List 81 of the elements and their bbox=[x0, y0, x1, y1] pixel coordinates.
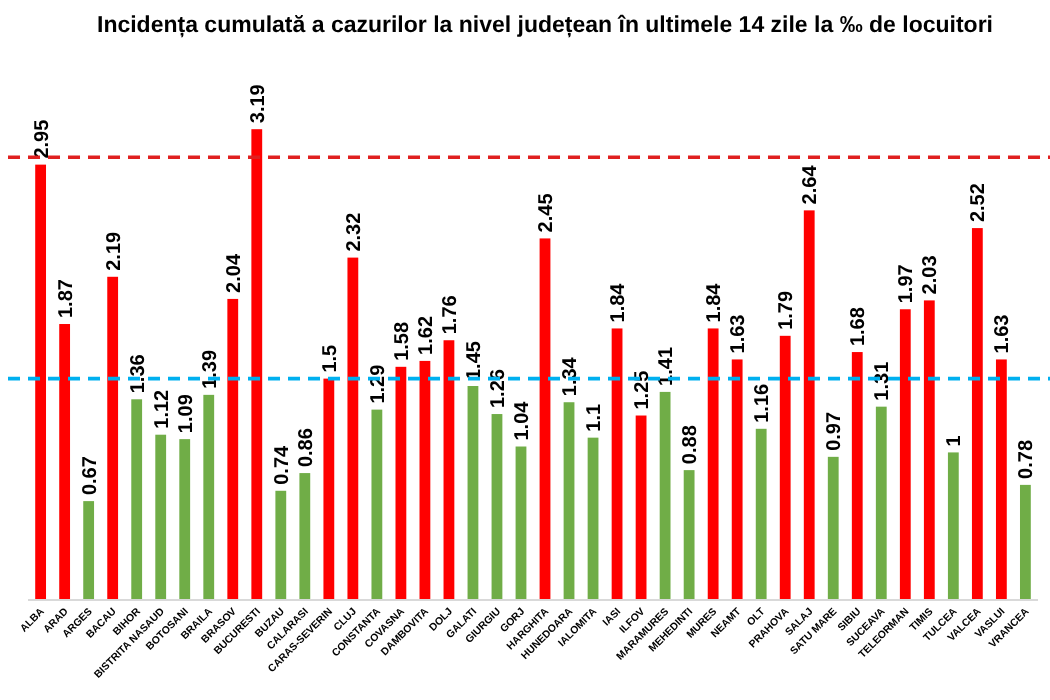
data-label: 1.12 bbox=[151, 388, 174, 429]
bar bbox=[443, 340, 455, 600]
bar bbox=[827, 456, 839, 600]
data-label: 1.45 bbox=[463, 340, 486, 380]
bar bbox=[779, 335, 791, 600]
data-label: 0.67 bbox=[79, 455, 102, 496]
data-label: 1.1 bbox=[584, 402, 607, 432]
bar bbox=[203, 394, 215, 600]
data-label: 2.64 bbox=[800, 164, 823, 205]
data-label: 1.84 bbox=[608, 282, 631, 323]
data-label: 1.09 bbox=[175, 393, 198, 434]
data-label: 1.34 bbox=[560, 356, 583, 397]
bar bbox=[131, 399, 143, 600]
data-label: 1.76 bbox=[439, 294, 462, 335]
data-label: 0.74 bbox=[271, 444, 294, 485]
data-label: 1 bbox=[944, 434, 967, 447]
bar bbox=[611, 328, 623, 600]
bar bbox=[467, 386, 479, 600]
bar bbox=[803, 210, 815, 600]
bar bbox=[539, 238, 551, 600]
chart-title: Incidența cumulată a cazurilor la nivel județean în ultimele 14 zile la ‰ de locuitori bbox=[97, 14, 993, 38]
data-label: 1.87 bbox=[55, 278, 78, 319]
bar bbox=[635, 415, 647, 600]
bar bbox=[227, 298, 239, 600]
bar bbox=[707, 328, 719, 600]
data-label: 2.04 bbox=[223, 253, 246, 293]
bar bbox=[347, 257, 359, 600]
data-label: 0.97 bbox=[824, 411, 847, 451]
bar bbox=[323, 378, 335, 600]
bar bbox=[563, 402, 575, 600]
data-label: 1.84 bbox=[704, 282, 727, 323]
data-label: 1.62 bbox=[415, 315, 438, 355]
bar bbox=[179, 439, 191, 600]
bar bbox=[923, 300, 935, 600]
data-label: 1.68 bbox=[848, 306, 871, 347]
bar bbox=[419, 360, 431, 600]
bar bbox=[587, 437, 599, 600]
bar bbox=[659, 391, 671, 600]
data-label: 2.03 bbox=[920, 254, 943, 295]
bar bbox=[683, 470, 695, 600]
data-label: 2.45 bbox=[536, 192, 559, 233]
bar bbox=[371, 409, 383, 600]
bar bbox=[947, 452, 959, 600]
bar bbox=[875, 406, 887, 600]
data-label: 1.5 bbox=[319, 343, 342, 373]
bar bbox=[275, 490, 287, 600]
data-label: 1.63 bbox=[992, 313, 1015, 354]
bar bbox=[971, 228, 983, 600]
bar bbox=[299, 473, 311, 600]
data-label: 1.39 bbox=[199, 349, 222, 389]
bar bbox=[395, 366, 407, 600]
data-label: 1.16 bbox=[752, 383, 775, 423]
bar bbox=[107, 276, 119, 600]
data-label: 2.52 bbox=[968, 182, 991, 223]
bar bbox=[59, 324, 71, 600]
bar bbox=[491, 414, 503, 600]
bar bbox=[731, 359, 743, 600]
data-label: 3.19 bbox=[247, 83, 270, 124]
data-label: 0.88 bbox=[680, 424, 703, 465]
data-label: 1.31 bbox=[872, 360, 895, 401]
data-label: 0.86 bbox=[295, 427, 318, 468]
bar bbox=[755, 428, 767, 600]
data-label: 1.97 bbox=[896, 263, 919, 304]
data-label: 0.78 bbox=[1016, 439, 1039, 479]
bar bbox=[35, 164, 47, 600]
data-label: 1.58 bbox=[391, 321, 414, 361]
bar bbox=[899, 309, 911, 600]
bar bbox=[995, 359, 1007, 600]
bar bbox=[1019, 484, 1031, 600]
bar bbox=[83, 501, 95, 600]
data-label: 2.19 bbox=[103, 230, 126, 271]
bar bbox=[251, 129, 263, 600]
data-label: 2.32 bbox=[343, 211, 366, 252]
data-label: 1.63 bbox=[728, 313, 751, 354]
bar bbox=[515, 446, 527, 600]
data-label: 1.04 bbox=[511, 400, 534, 441]
data-label: 1.79 bbox=[776, 290, 799, 330]
bar bbox=[155, 434, 167, 600]
bar bbox=[851, 352, 863, 600]
data-label: 2.95 bbox=[31, 118, 54, 159]
data-label: 1.36 bbox=[127, 353, 150, 394]
